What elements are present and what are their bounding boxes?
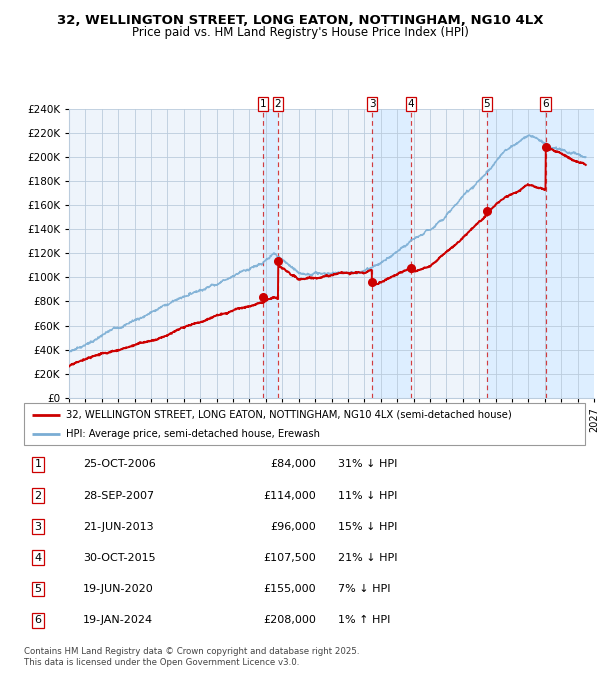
FancyBboxPatch shape xyxy=(24,403,585,445)
Text: 19-JUN-2020: 19-JUN-2020 xyxy=(83,584,154,594)
Text: 28-SEP-2007: 28-SEP-2007 xyxy=(83,490,154,500)
Text: 3: 3 xyxy=(369,99,376,109)
Text: Price paid vs. HM Land Registry's House Price Index (HPI): Price paid vs. HM Land Registry's House … xyxy=(131,26,469,39)
Text: 1: 1 xyxy=(259,99,266,109)
Text: 4: 4 xyxy=(34,553,41,563)
Text: 32, WELLINGTON STREET, LONG EATON, NOTTINGHAM, NG10 4LX: 32, WELLINGTON STREET, LONG EATON, NOTTI… xyxy=(57,14,543,27)
Text: £84,000: £84,000 xyxy=(270,460,316,469)
Text: £114,000: £114,000 xyxy=(263,490,316,500)
Text: 1: 1 xyxy=(35,460,41,469)
Text: 5: 5 xyxy=(484,99,490,109)
Text: HPI: Average price, semi-detached house, Erewash: HPI: Average price, semi-detached house,… xyxy=(66,429,320,439)
Text: 7% ↓ HPI: 7% ↓ HPI xyxy=(338,584,391,594)
Text: 15% ↓ HPI: 15% ↓ HPI xyxy=(338,522,398,532)
Bar xyxy=(372,109,411,398)
Text: £208,000: £208,000 xyxy=(263,615,316,625)
Text: 3: 3 xyxy=(35,522,41,532)
Text: £96,000: £96,000 xyxy=(270,522,316,532)
Text: 25-OCT-2006: 25-OCT-2006 xyxy=(83,460,155,469)
Bar xyxy=(545,109,594,398)
Text: 5: 5 xyxy=(35,584,41,594)
Bar xyxy=(263,109,278,398)
Text: 6: 6 xyxy=(35,615,41,625)
Text: 6: 6 xyxy=(542,99,549,109)
Text: 11% ↓ HPI: 11% ↓ HPI xyxy=(338,490,398,500)
Text: 1% ↑ HPI: 1% ↑ HPI xyxy=(338,615,391,625)
Text: Contains HM Land Registry data © Crown copyright and database right 2025.: Contains HM Land Registry data © Crown c… xyxy=(24,647,359,656)
Text: 31% ↓ HPI: 31% ↓ HPI xyxy=(338,460,398,469)
Text: £107,500: £107,500 xyxy=(263,553,316,563)
Text: 2: 2 xyxy=(275,99,281,109)
Text: 30-OCT-2015: 30-OCT-2015 xyxy=(83,553,155,563)
Bar xyxy=(487,109,545,398)
Text: 32, WELLINGTON STREET, LONG EATON, NOTTINGHAM, NG10 4LX (semi-detached house): 32, WELLINGTON STREET, LONG EATON, NOTTI… xyxy=(66,409,512,420)
Text: This data is licensed under the Open Government Licence v3.0.: This data is licensed under the Open Gov… xyxy=(24,658,299,667)
Text: 21% ↓ HPI: 21% ↓ HPI xyxy=(338,553,398,563)
Text: £155,000: £155,000 xyxy=(263,584,316,594)
Text: 21-JUN-2013: 21-JUN-2013 xyxy=(83,522,154,532)
Text: 4: 4 xyxy=(407,99,414,109)
Text: 2: 2 xyxy=(34,490,41,500)
Text: 19-JAN-2024: 19-JAN-2024 xyxy=(83,615,153,625)
